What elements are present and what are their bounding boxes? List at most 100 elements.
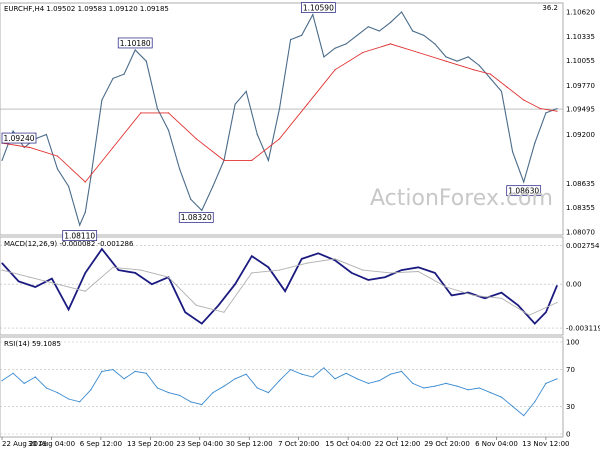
point-rsi (556, 378, 558, 380)
point-price (312, 14, 314, 16)
point-ma (417, 51, 419, 54)
point-price (45, 133, 48, 136)
point-macd (317, 252, 319, 254)
annotation-label: 1.09240 (3, 134, 34, 143)
point-rsi (312, 376, 314, 378)
point-macd (267, 266, 269, 268)
point-macd (351, 272, 353, 274)
point-price (212, 185, 214, 187)
point-price (84, 211, 86, 213)
point-macd (1, 262, 3, 264)
point-price (412, 30, 414, 32)
point-macd (251, 255, 253, 257)
point-rsi (156, 387, 158, 389)
point-macd (84, 272, 86, 274)
point-macd (417, 266, 419, 268)
y-tick-label: 30 (566, 403, 575, 411)
corner-label: 36.2 (542, 4, 558, 12)
point-ma (84, 181, 86, 183)
point-signal (306, 262, 308, 264)
point-price (556, 108, 558, 110)
point-price (234, 103, 236, 105)
y-tick-label: 1.10620 (566, 9, 595, 17)
point-signal (500, 297, 503, 299)
x-tick-label: 6 Sep 12:00 (80, 440, 122, 448)
point-signal (556, 301, 558, 304)
annotation-box (62, 230, 98, 241)
point-rsi (167, 392, 170, 394)
point-price (301, 34, 303, 36)
point-price (1, 159, 3, 161)
point-rsi (389, 373, 392, 375)
point-rsi (412, 382, 414, 384)
point-price (434, 43, 436, 45)
point-signal (195, 304, 197, 306)
point-macd (367, 279, 369, 281)
annotation-label: 1.10590 (303, 3, 334, 12)
y-tick-label: -0.003119 (566, 325, 600, 333)
point-rsi (456, 385, 458, 387)
point-rsi (68, 398, 70, 400)
point-rsi (378, 380, 380, 382)
annotation-label: 1.08110 (64, 231, 95, 240)
point-price (145, 60, 147, 62)
point-rsi (256, 387, 258, 389)
price-panel-frame (0, 2, 564, 236)
point-price (278, 108, 281, 110)
point-rsi (134, 370, 136, 372)
point-macd (217, 304, 220, 306)
point-price (345, 43, 347, 45)
point-price (356, 34, 358, 36)
annotation-box (178, 212, 214, 223)
point-rsi (545, 382, 547, 384)
annotation-box (1, 132, 37, 144)
annotation-box (301, 2, 336, 13)
point-rsi (34, 376, 36, 378)
point-rsi (445, 382, 447, 384)
point-ma (389, 43, 392, 45)
point-signal (56, 283, 59, 285)
point-ma (112, 146, 114, 149)
point-price (79, 224, 81, 226)
point-price (134, 49, 136, 51)
point-rsi (401, 370, 403, 372)
annotation-layer: 1.09240 1.10180 1.10590 1.08320 1.08110 1.086… (1, 2, 542, 241)
point-rsi (467, 389, 469, 391)
point-price (68, 185, 70, 187)
point-ma (251, 159, 253, 161)
point-rsi (79, 401, 81, 403)
annotation-box (506, 185, 542, 197)
point-price (256, 133, 258, 136)
point-macd (201, 323, 203, 325)
x-tick-label: 30 Sep 12:00 (226, 440, 273, 448)
x-tick-label: 6 Nov 04:00 (475, 440, 518, 448)
point-rsi (267, 392, 269, 394)
point-signal (334, 258, 336, 260)
point-ma (445, 60, 447, 62)
point-macd (51, 278, 53, 280)
point-rsi (434, 385, 436, 387)
annotation-label: 1.08320 (181, 213, 212, 222)
point-rsi (500, 396, 503, 398)
point-rsi (478, 387, 480, 389)
point-macd (384, 276, 386, 278)
point-rsi (23, 382, 25, 384)
point-rsi (345, 372, 347, 374)
point-macd (68, 308, 70, 311)
point-rsi (223, 385, 225, 387)
point-macd (151, 283, 153, 285)
point-signal (84, 290, 86, 292)
point-price (456, 60, 458, 62)
point-price (23, 146, 25, 149)
point-macd (545, 311, 547, 313)
point-price (179, 168, 181, 170)
point-ma (473, 69, 475, 71)
point-macd (556, 285, 558, 287)
point-signal (112, 266, 114, 268)
point-macd (184, 311, 186, 313)
point-signal (167, 276, 170, 278)
x-tick-label: 13 Sep 20:00 (127, 440, 174, 448)
y-tick-label: 0.00 (566, 281, 582, 289)
